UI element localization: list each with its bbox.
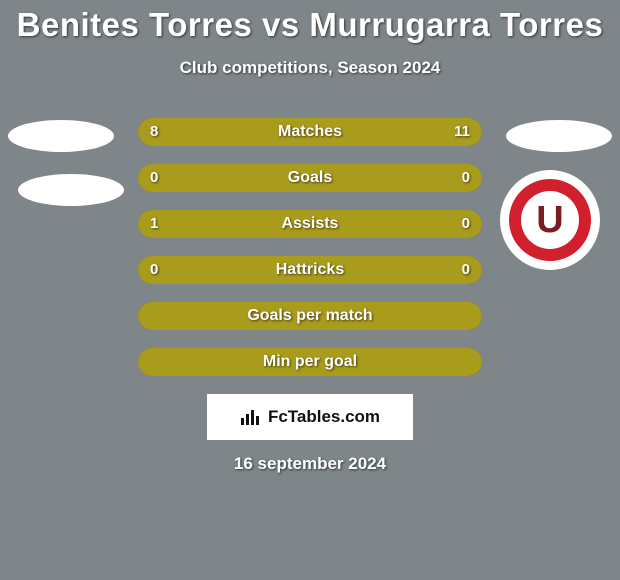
stat-label: Goals <box>138 164 482 192</box>
date-text: 16 september 2024 <box>0 454 620 474</box>
stat-row: 811Matches <box>0 118 620 146</box>
comparison-card: Benites Torres vs Murrugarra Torres Club… <box>0 0 620 580</box>
brand-text: FcTables.com <box>268 407 380 427</box>
stat-row: Min per goal <box>0 348 620 376</box>
stat-label: Matches <box>138 118 482 146</box>
stat-label: Min per goal <box>138 348 482 376</box>
brand-badge[interactable]: FcTables.com <box>207 394 413 440</box>
stat-row: Goals per match <box>0 302 620 330</box>
stat-row: 10Assists <box>0 210 620 238</box>
stat-label: Hattricks <box>138 256 482 284</box>
stat-label: Goals per match <box>138 302 482 330</box>
stat-row: 00Goals <box>0 164 620 192</box>
page-title: Benites Torres vs Murrugarra Torres <box>0 6 620 44</box>
stat-label: Assists <box>138 210 482 238</box>
page-subtitle: Club competitions, Season 2024 <box>0 58 620 78</box>
stat-row: 00Hattricks <box>0 256 620 284</box>
brand-bars-icon <box>240 408 262 426</box>
